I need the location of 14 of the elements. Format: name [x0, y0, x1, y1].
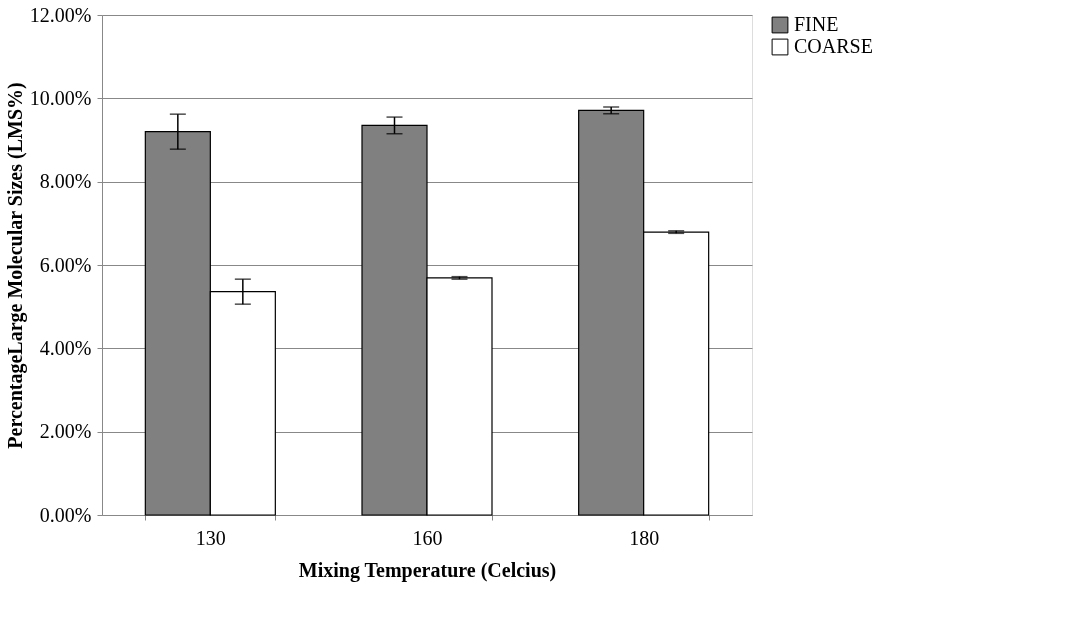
x-tick-label: 130 [195, 526, 226, 549]
x-tick-label: 180 [629, 526, 660, 549]
y-axis-title: PercentageLarge Molecular Sizes (LMS%) [3, 82, 27, 449]
x-axis-title: Mixing Temperature (Celcius) [298, 558, 557, 582]
legend-label: FINE [794, 13, 839, 35]
y-tick-label: 6.00% [39, 253, 92, 276]
y-tick-label: 12.00% [29, 3, 92, 26]
y-tick-label: 2.00% [39, 420, 92, 443]
legend-label: COARSE [794, 35, 873, 57]
y-tick-label: 0.00% [39, 503, 92, 526]
y-tick-label: 10.00% [29, 86, 92, 109]
y-tick-label: 8.00% [39, 170, 92, 193]
x-tick-label: 160 [412, 526, 443, 549]
y-tick-label: 4.00% [39, 336, 92, 359]
